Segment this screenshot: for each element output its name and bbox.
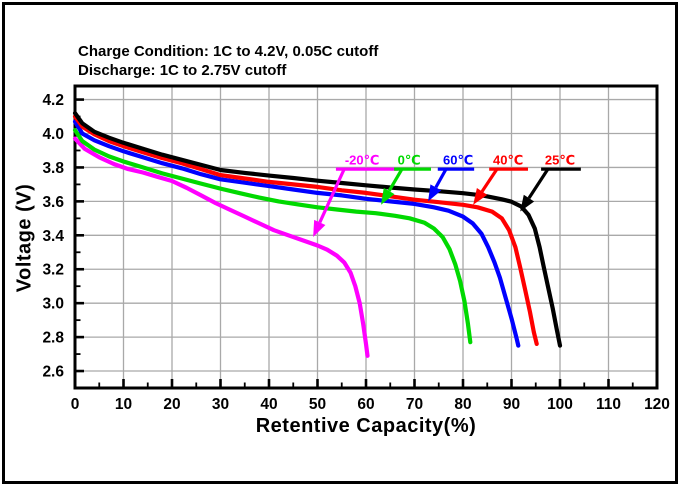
x-tick-label: 30 [212,396,229,413]
y-tick-label: 2.6 [42,364,64,381]
x-axis-title: Retentive Capacity(%) [255,415,477,437]
label-text: -20℃ [345,153,380,168]
x-tick-label: 70 [406,396,423,413]
x-tick-label: 100 [547,396,573,413]
x-tick-label: 10 [115,396,132,413]
curve-40c [72,114,539,346]
label-arrow-shaft [434,168,448,189]
x-tick-label: 120 [644,396,670,413]
label-arrow-shaft [527,168,550,200]
x-tick-label: 80 [454,396,471,413]
label-text: 25℃ [545,153,575,168]
curve-60c [72,119,521,348]
y-tick-label: 3.4 [42,228,64,245]
x-tick-label: 60 [357,396,374,413]
curve-0c [72,128,473,345]
series-label-40c: 40℃ [473,153,528,205]
label-arrow-head [520,194,535,212]
y-tick-label: 2.8 [42,330,64,347]
label-arrow-shaft [480,168,499,193]
x-tick-label: 40 [260,396,277,413]
label-text: 40℃ [493,153,523,168]
x-tick-label: 90 [503,396,520,413]
x-tick-label: 20 [163,396,180,413]
label-arrow-head [381,187,395,205]
x-tick-label: 0 [71,396,80,413]
label-arrow-shaft [387,168,404,192]
y-tick-label: 3.8 [42,160,64,177]
plot-frame [73,84,659,390]
series-label-neg20c: -20℃ [313,153,399,237]
label-text: 0℃ [398,153,421,168]
label-arrow-head [313,219,326,237]
label-arrow-head [428,184,442,202]
label-arrow-head [473,188,488,205]
chart-conditions: Charge Condition: 1C to 4.2V, 0.05C cuto… [78,42,378,80]
charge-condition-text: Charge Condition: 1C to 4.2V, 0.05C cuto… [78,43,379,60]
x-tick-label: 110 [596,396,621,413]
curve-25c [72,110,563,348]
y-tick-label: 3.2 [42,262,64,279]
y-tick-label: 4.2 [42,92,64,109]
y-tick-label: 3.6 [42,194,64,211]
x-tick-label: 50 [309,396,326,413]
curve-neg20c [72,136,370,358]
label-arrow-shaft [318,168,346,224]
series-label-25c: 25℃ [520,153,581,212]
series-label-0c: 0℃ [381,153,431,205]
y-tick-label: 4.0 [42,126,64,143]
y-tick-label: 3.0 [42,296,64,313]
series-label-60c: 60℃ [428,153,475,202]
label-text: 60℃ [443,153,473,168]
discharge-condition-text: Discharge: 1C to 2.75V cutoff [78,62,287,79]
